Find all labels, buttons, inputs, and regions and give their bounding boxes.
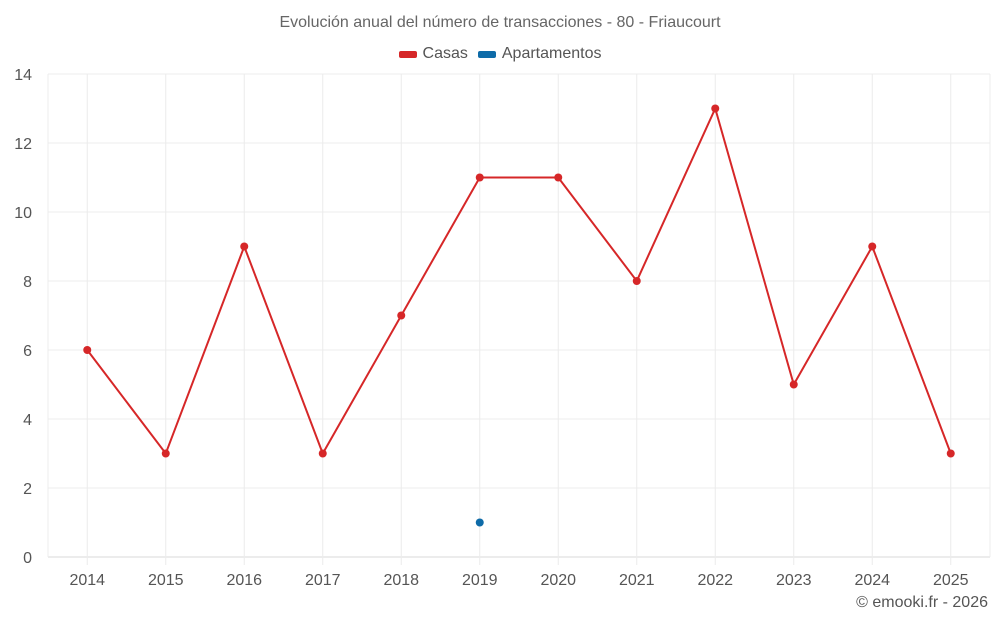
x-tick-label: 2024 [854,572,890,589]
data-point[interactable] [868,242,877,251]
x-tick-label: 2014 [69,572,105,589]
y-tick-label: 4 [23,412,32,429]
legend-swatch-apartamentos-icon [477,50,496,58]
x-tick-label: 2019 [462,572,498,589]
y-tick-label: 14 [14,67,32,84]
data-point[interactable] [554,173,563,182]
data-point[interactable] [632,277,641,285]
x-tick-label: 2016 [226,572,262,589]
data-point[interactable] [475,173,484,182]
data-point[interactable] [83,346,92,354]
legend: Casas Apartamentos [0,45,1000,63]
y-tick-label: 8 [23,274,32,291]
x-tick-label: 2015 [148,572,184,589]
legend-swatch-casas-icon [398,50,417,58]
y-tick-label: 2 [23,481,32,498]
y-tick-label: 0 [23,550,32,567]
x-tick-label: 2021 [619,572,655,589]
legend-label-casas: Casas [422,45,468,62]
chart-title: Evolución anual del número de transaccio… [279,14,721,31]
data-point[interactable] [711,104,720,113]
x-tick-label: 2022 [697,572,733,589]
data-point[interactable] [397,311,406,320]
y-tick-label: 10 [14,205,32,222]
legend-label-apartamentos: Apartamentos [501,45,602,62]
x-tick-label: 2025 [933,572,969,589]
data-point[interactable] [789,380,798,389]
x-axis: 2014 2015 2016 2017 2018 2019 2020 2021 2022 2023… [69,572,968,589]
legend-item-casas[interactable]: Casas [398,45,468,63]
y-tick-label: 12 [14,136,32,153]
data-point[interactable] [161,449,170,458]
x-tick-label: 2017 [305,572,341,589]
data-point[interactable] [475,518,484,527]
data-point[interactable] [240,242,249,251]
y-tick-label: 6 [23,343,32,360]
copyright-footer: © emooki.fr - 2026 [856,594,988,611]
gridlines [47,73,991,565]
x-tick-label: 2018 [383,572,419,589]
data-point[interactable] [318,449,327,458]
series-layer [83,104,955,527]
x-tick-label: 2023 [776,572,812,589]
data-point[interactable] [946,449,955,458]
y-axis: 0 2 4 6 8 10 12 14 [14,67,32,567]
legend-item-apartamentos[interactable]: Apartamentos [477,45,602,63]
series-line-casas [86,105,952,456]
x-tick-label: 2020 [540,572,576,589]
